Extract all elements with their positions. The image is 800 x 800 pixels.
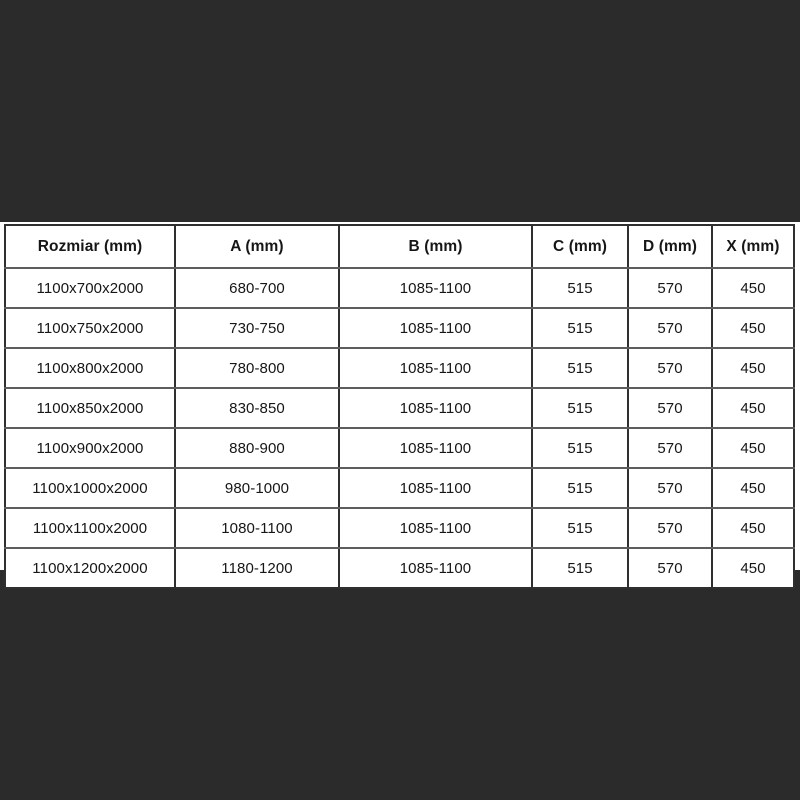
table-header-row: Rozmiar (mm) A (mm) B (mm) C (mm) D (mm)…: [4, 224, 795, 269]
cell-x: 450: [711, 267, 795, 309]
column-header-x: X (mm): [711, 224, 795, 269]
cell-a: 680-700: [174, 267, 340, 309]
cell-c: 515: [531, 307, 629, 349]
cell-x: 450: [711, 307, 795, 349]
cell-a: 980-1000: [174, 467, 340, 509]
cell-d: 570: [627, 387, 713, 429]
cell-x: 450: [711, 547, 795, 589]
cell-a: 730-750: [174, 307, 340, 349]
table-row: 1100x1200x2000 1180-1200 1085-1100 515 5…: [4, 547, 795, 589]
table-row: 1100x700x2000 680-700 1085-1100 515 570 …: [4, 267, 795, 309]
table-row: 1100x900x2000 880-900 1085-1100 515 570 …: [4, 427, 795, 469]
cell-b: 1085-1100: [338, 307, 533, 349]
dimensions-table: Rozmiar (mm) A (mm) B (mm) C (mm) D (mm)…: [4, 224, 795, 589]
cell-x: 450: [711, 467, 795, 509]
cell-d: 570: [627, 267, 713, 309]
cell-c: 515: [531, 427, 629, 469]
table-row: 1100x850x2000 830-850 1085-1100 515 570 …: [4, 387, 795, 429]
cell-size: 1100x1100x2000: [4, 507, 176, 549]
cell-a: 1080-1100: [174, 507, 340, 549]
cell-b: 1085-1100: [338, 547, 533, 589]
cell-a: 1180-1200: [174, 547, 340, 589]
cell-size: 1100x900x2000: [4, 427, 176, 469]
cell-x: 450: [711, 387, 795, 429]
cell-b: 1085-1100: [338, 387, 533, 429]
cell-d: 570: [627, 427, 713, 469]
cell-c: 515: [531, 547, 629, 589]
column-header-a: A (mm): [174, 224, 340, 269]
cell-a: 780-800: [174, 347, 340, 389]
cell-c: 515: [531, 467, 629, 509]
column-header-c: C (mm): [531, 224, 629, 269]
table-body: 1100x700x2000 680-700 1085-1100 515 570 …: [4, 267, 795, 589]
cell-d: 570: [627, 547, 713, 589]
table-row: 1100x800x2000 780-800 1085-1100 515 570 …: [4, 347, 795, 389]
cell-size: 1100x700x2000: [4, 267, 176, 309]
cell-d: 570: [627, 307, 713, 349]
cell-c: 515: [531, 387, 629, 429]
specification-panel: Rozmiar (mm) A (mm) B (mm) C (mm) D (mm)…: [0, 222, 800, 589]
cell-a: 830-850: [174, 387, 340, 429]
cell-c: 515: [531, 347, 629, 389]
cell-d: 570: [627, 507, 713, 549]
cell-x: 450: [711, 427, 795, 469]
table-row: 1100x1100x2000 1080-1100 1085-1100 515 5…: [4, 507, 795, 549]
table-row: 1100x750x2000 730-750 1085-1100 515 570 …: [4, 307, 795, 349]
cell-b: 1085-1100: [338, 427, 533, 469]
cell-b: 1085-1100: [338, 507, 533, 549]
cell-size: 1100x1200x2000: [4, 547, 176, 589]
cell-size: 1100x750x2000: [4, 307, 176, 349]
cell-size: 1100x800x2000: [4, 347, 176, 389]
cell-x: 450: [711, 507, 795, 549]
cell-b: 1085-1100: [338, 467, 533, 509]
cell-x: 450: [711, 347, 795, 389]
cell-a: 880-900: [174, 427, 340, 469]
cell-d: 570: [627, 467, 713, 509]
cell-d: 570: [627, 347, 713, 389]
table-header: Rozmiar (mm) A (mm) B (mm) C (mm) D (mm)…: [4, 224, 795, 269]
column-header-d: D (mm): [627, 224, 713, 269]
cell-size: 1100x1000x2000: [4, 467, 176, 509]
cell-b: 1085-1100: [338, 347, 533, 389]
cell-b: 1085-1100: [338, 267, 533, 309]
cell-c: 515: [531, 267, 629, 309]
cell-size: 1100x850x2000: [4, 387, 176, 429]
column-header-b: B (mm): [338, 224, 533, 269]
column-header-rozmiar: Rozmiar (mm): [4, 224, 176, 269]
table-row: 1100x1000x2000 980-1000 1085-1100 515 57…: [4, 467, 795, 509]
cell-c: 515: [531, 507, 629, 549]
